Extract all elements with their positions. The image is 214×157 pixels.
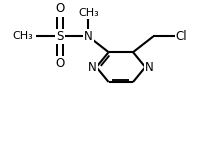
Text: CH₃: CH₃	[12, 31, 33, 41]
Text: N: N	[84, 30, 93, 43]
Text: O: O	[55, 57, 64, 70]
Text: CH₃: CH₃	[78, 8, 99, 18]
Text: Cl: Cl	[175, 30, 187, 43]
Text: N: N	[145, 61, 153, 74]
Text: N: N	[88, 61, 97, 74]
Text: O: O	[55, 3, 64, 15]
Text: S: S	[56, 30, 63, 43]
